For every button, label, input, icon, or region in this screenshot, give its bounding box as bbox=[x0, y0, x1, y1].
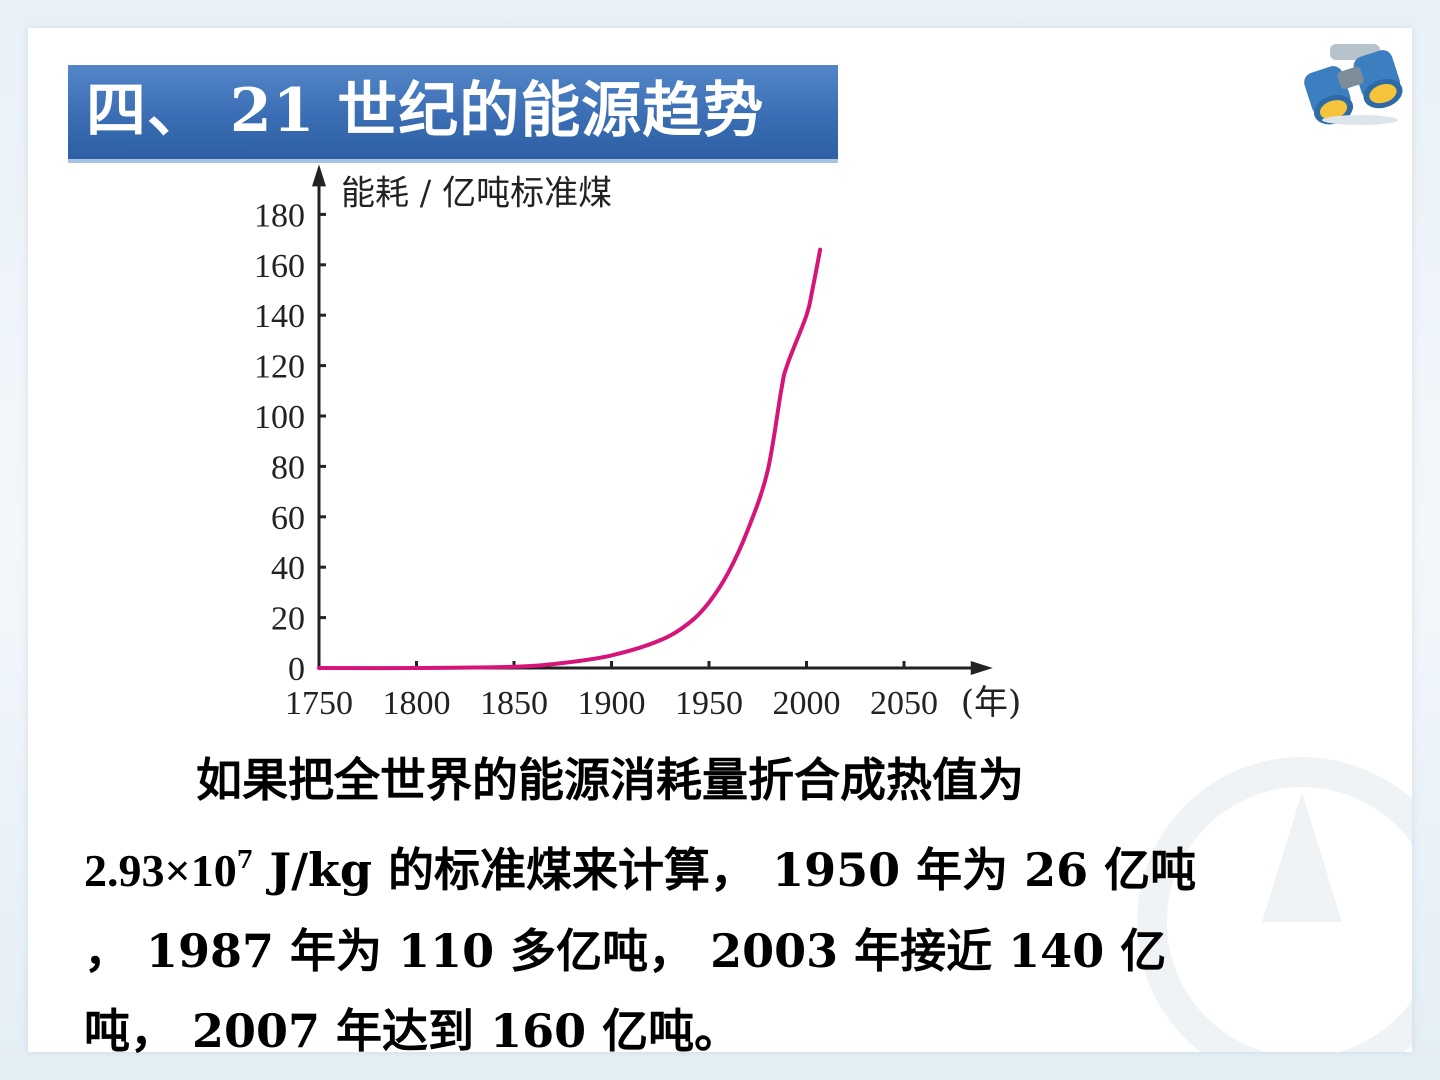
x-tick-label: 1800 bbox=[383, 685, 451, 722]
y-tick-label: 0 bbox=[288, 651, 305, 688]
x-tick-label: 2050 bbox=[870, 685, 938, 722]
body-line-2-value: 2.93×10 bbox=[84, 845, 237, 896]
y-axis-arrow bbox=[312, 164, 326, 187]
y-tick-label: 100 bbox=[254, 399, 305, 436]
y-axis-label: 能耗 / 亿吨标准煤 bbox=[341, 173, 612, 213]
y-tick-label: 20 bbox=[271, 601, 305, 638]
body-line-2: 2.93×107 J/kg 的标准煤来计算， 1950 年为 26 亿吨 bbox=[84, 820, 1384, 911]
body-paragraph: 如果把全世界的能源消耗量折合成热值为 2.93×107 J/kg 的标准煤来计算… bbox=[84, 740, 1384, 1071]
y-tick-label: 80 bbox=[271, 449, 305, 486]
body-line-3: ， 1987 年为 110 多亿吨， 2003 年接近 140 亿 bbox=[84, 924, 1167, 978]
x-tick-label: 1900 bbox=[578, 685, 646, 722]
body-line-2-exponent: 7 bbox=[236, 845, 254, 874]
body-line-2-rest: J/kg 的标准煤来计算， 1950 年为 26 亿吨 bbox=[253, 843, 1197, 897]
x-axis-arrow bbox=[970, 661, 993, 675]
y-tick-label: 60 bbox=[271, 500, 305, 537]
binoculars-icon bbox=[1304, 44, 1403, 125]
y-tick-label: 120 bbox=[254, 349, 305, 386]
y-tick-label: 40 bbox=[271, 550, 305, 587]
watermark-logo bbox=[1137, 757, 1412, 1052]
y-tick-label: 180 bbox=[254, 197, 305, 234]
body-line-1: 如果把全世界的能源消耗量折合成热值为 bbox=[196, 753, 1024, 807]
y-tick-label: 160 bbox=[254, 248, 305, 285]
x-axis-label: (年) bbox=[961, 683, 1022, 723]
body-line-4: 吨， 2007 年达到 160 亿吨。 bbox=[84, 1004, 741, 1058]
series-line bbox=[317, 247, 823, 671]
x-tick-label: 1850 bbox=[480, 685, 548, 722]
title-bar: 四、 21 世纪的能源趋势 bbox=[68, 65, 838, 159]
x-tick-label: 1950 bbox=[675, 685, 743, 722]
page-title: 四、 21 世纪的能源趋势 bbox=[86, 76, 765, 146]
y-tick-label: 140 bbox=[254, 298, 305, 335]
x-tick-label: 1750 bbox=[285, 685, 353, 722]
slide: 四、 21 世纪的能源趋势 1750 1800 1850 1900 1950 2000 20… bbox=[28, 28, 1412, 1058]
energy-chart: 1750 1800 1850 1900 1950 2000 2050 180 160 140 120… bbox=[254, 164, 1022, 723]
x-tick-label: 2000 bbox=[773, 685, 841, 722]
